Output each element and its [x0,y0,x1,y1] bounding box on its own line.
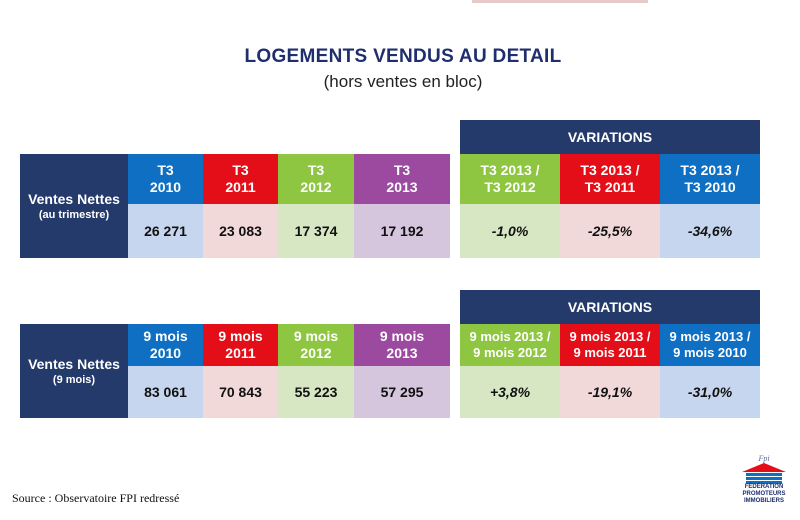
t1-var-value-2011: -25,5% [560,204,660,258]
t2-value-2011: 70 843 [203,366,278,418]
t1-value-2010: 26 271 [128,204,203,258]
t2-row-label: Ventes Nettes (9 mois) [20,324,128,418]
top-accent-bar [472,0,648,3]
t1-var-header-2011: T3 2013 /T3 2011 [560,154,660,204]
t1-header-2011: T3 2011 [203,154,278,204]
t2-label-sub: (9 mois) [52,374,96,386]
t1-row-label: Ventes Nettes (au trimestre) [20,154,128,258]
t1-variations-title: VARIATIONS [460,120,760,154]
t2-value-2012: 55 223 [278,366,354,418]
logo-text: FÉDÉRATION PROMOTEURS IMMOBILIERS [732,484,796,505]
fpi-logo: Fpi FÉDÉRATION PROMOTEURS IMMOBILIERS [732,452,796,516]
logo-line-2: PROMOTEURS [742,491,786,497]
source-note: Source : Observatoire FPI redressé [12,491,180,505]
t2-var-value-2012: +3,8% [460,366,560,418]
t1-var-value-2010: -34,6% [660,204,760,258]
t1-var-value-2012: -1,0% [460,204,560,258]
page-subtitle: (hors ventes en bloc) [323,72,483,91]
t2-var-value-2011: -19,1% [560,366,660,418]
fpi-house-icon: Fpi [742,454,786,484]
t2-header-2012: 9 mois 2012 [278,324,354,366]
logo-line-1: FÉDÉRATION [744,484,784,490]
t1-header-2010: T3 2010 [128,154,203,204]
t1-header-2013: T3 2013 [354,154,450,204]
t2-value-2010: 83 061 [128,366,203,418]
t2-header-2011: 9 mois 2011 [203,324,278,366]
t2-header-2010: 9 mois 2010 [128,324,203,366]
t1-var-header-2010: T3 2013 /T3 2010 [660,154,760,204]
logo-script: Fpi [757,454,769,463]
t2-header-2013: 9 mois 2013 [354,324,450,366]
t1-value-2012: 17 374 [278,204,354,258]
t1-header-2012: T3 2012 [278,154,354,204]
t2-variations-title: VARIATIONS [460,290,760,324]
t2-var-header-2011: 9 mois 2013 /9 mois 2011 [560,324,660,366]
t2-label-main: Ventes Nettes [28,356,120,372]
page-title: LOGEMENTS VENDUS AU DETAIL [244,46,562,67]
logo-line-3: IMMOBILIERS [744,498,784,504]
t1-var-header-2012: T3 2013 /T3 2012 [460,154,560,204]
t1-value-2011: 23 083 [203,204,278,258]
t2-var-value-2010: -31,0% [660,366,760,418]
t2-var-header-2012: 9 mois 2013 /9 mois 2012 [460,324,560,366]
t1-value-2013: 17 192 [354,204,450,258]
t2-value-2013: 57 295 [354,366,450,418]
t1-label-main: Ventes Nettes [28,191,120,207]
t1-label-sub: (au trimestre) [38,209,110,221]
t2-var-header-2010: 9 mois 2013 /9 mois 2010 [660,324,760,366]
